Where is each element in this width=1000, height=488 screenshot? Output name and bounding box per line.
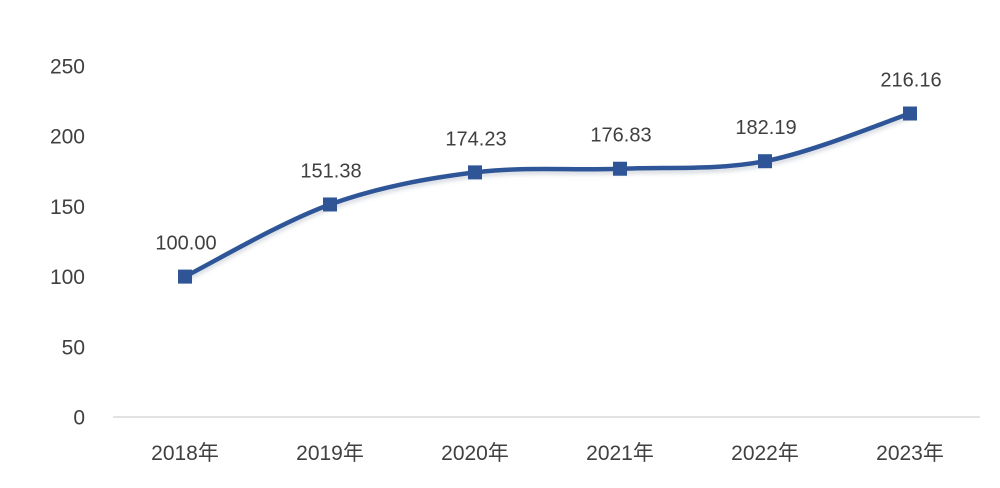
y-axis-tick-label: 200	[50, 126, 85, 149]
x-axis-label: 2023年	[876, 442, 944, 465]
data-label: 182.19	[735, 117, 796, 139]
y-axis-tick-label: 100	[50, 266, 85, 289]
x-axis-label: 2018年	[151, 442, 219, 465]
series-line	[182, 111, 913, 279]
data-point-marker	[903, 106, 917, 121]
x-axis-label: 2020年	[441, 442, 509, 465]
y-axis-tick-label: 0	[73, 407, 85, 430]
data-label: 151.38	[300, 160, 361, 182]
y-axis-tick-label: 50	[62, 336, 85, 359]
y-axis-tick-label: 250	[50, 56, 85, 79]
data-point-marker	[178, 269, 192, 284]
x-axis-label: 2022年	[731, 442, 799, 465]
y-axis-tick-label: 150	[50, 196, 85, 219]
x-axis-label: 2021年	[586, 442, 654, 465]
data-label: 176.83	[590, 125, 651, 147]
data-label: 174.23	[445, 128, 506, 150]
data-point-marker	[758, 154, 772, 169]
data-label: 100.00	[155, 233, 216, 255]
x-axis-label: 2019年	[296, 442, 364, 465]
data-point-marker	[323, 197, 337, 212]
data-point-marker	[468, 165, 482, 180]
data-label: 216.16	[880, 70, 941, 92]
data-point-marker	[613, 161, 627, 176]
plot-area: 0 50 100 150 200 250 2018年 2019年 2020年 2021年 2022年…	[50, 56, 980, 465]
